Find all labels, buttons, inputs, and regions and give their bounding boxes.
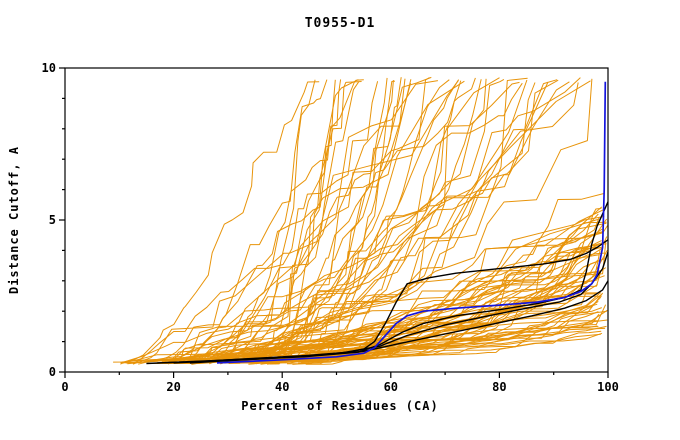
x-tick-label: 0 <box>61 380 68 394</box>
x-tick-label: 100 <box>597 380 619 394</box>
axis-ticks: 0 20 40 60 80 100 0 5 10 <box>42 61 619 394</box>
x-tick-label: 80 <box>492 380 506 394</box>
chart-title: T0955-D1 <box>304 16 376 31</box>
ensemble-curves <box>113 76 608 365</box>
y-tick-label: 10 <box>42 61 56 75</box>
black-model-4 <box>146 280 608 365</box>
prediction-curve <box>168 218 600 363</box>
blue-model <box>216 81 607 364</box>
prediction-curve <box>195 81 570 362</box>
prediction-curve <box>272 193 605 362</box>
prediction-curve <box>171 79 412 362</box>
prediction-curve <box>271 77 476 365</box>
prediction-curve <box>120 77 430 365</box>
prediction-curve <box>269 76 432 365</box>
model-curves <box>146 81 608 365</box>
prediction-curve <box>120 81 320 365</box>
y-tick-label: 0 <box>49 365 56 379</box>
prediction-curve <box>156 79 328 362</box>
prediction-curve <box>144 78 406 363</box>
x-axis-label: Percent of Residues (CA) <box>241 399 439 413</box>
prediction-curve <box>167 82 412 365</box>
prediction-curve <box>240 296 602 364</box>
prediction-curve <box>218 222 607 361</box>
prediction-curve <box>191 77 388 365</box>
prediction-curve <box>199 260 601 362</box>
prediction-curve <box>285 79 482 363</box>
prediction-curve <box>132 80 459 365</box>
prediction-curve <box>166 82 536 364</box>
prediction-curve <box>215 79 559 361</box>
prediction-curve <box>301 330 602 363</box>
prediction-curve <box>238 81 360 363</box>
prediction-curve <box>257 77 528 364</box>
prediction-curve <box>120 81 379 364</box>
x-tick-label: 60 <box>384 380 398 394</box>
prediction-curve <box>273 82 523 362</box>
x-tick-label: 20 <box>166 380 180 394</box>
prediction-curve <box>193 81 520 363</box>
y-tick-label: 5 <box>49 213 56 227</box>
x-tick-label: 40 <box>275 380 289 394</box>
prediction-curve <box>186 77 500 364</box>
prediction-curve <box>282 216 600 362</box>
prediction-curve <box>241 78 505 361</box>
prediction-curve <box>234 79 460 364</box>
prediction-curve <box>262 79 336 362</box>
